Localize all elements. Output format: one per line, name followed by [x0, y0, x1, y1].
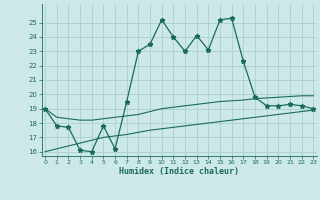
X-axis label: Humidex (Indice chaleur): Humidex (Indice chaleur): [119, 167, 239, 176]
